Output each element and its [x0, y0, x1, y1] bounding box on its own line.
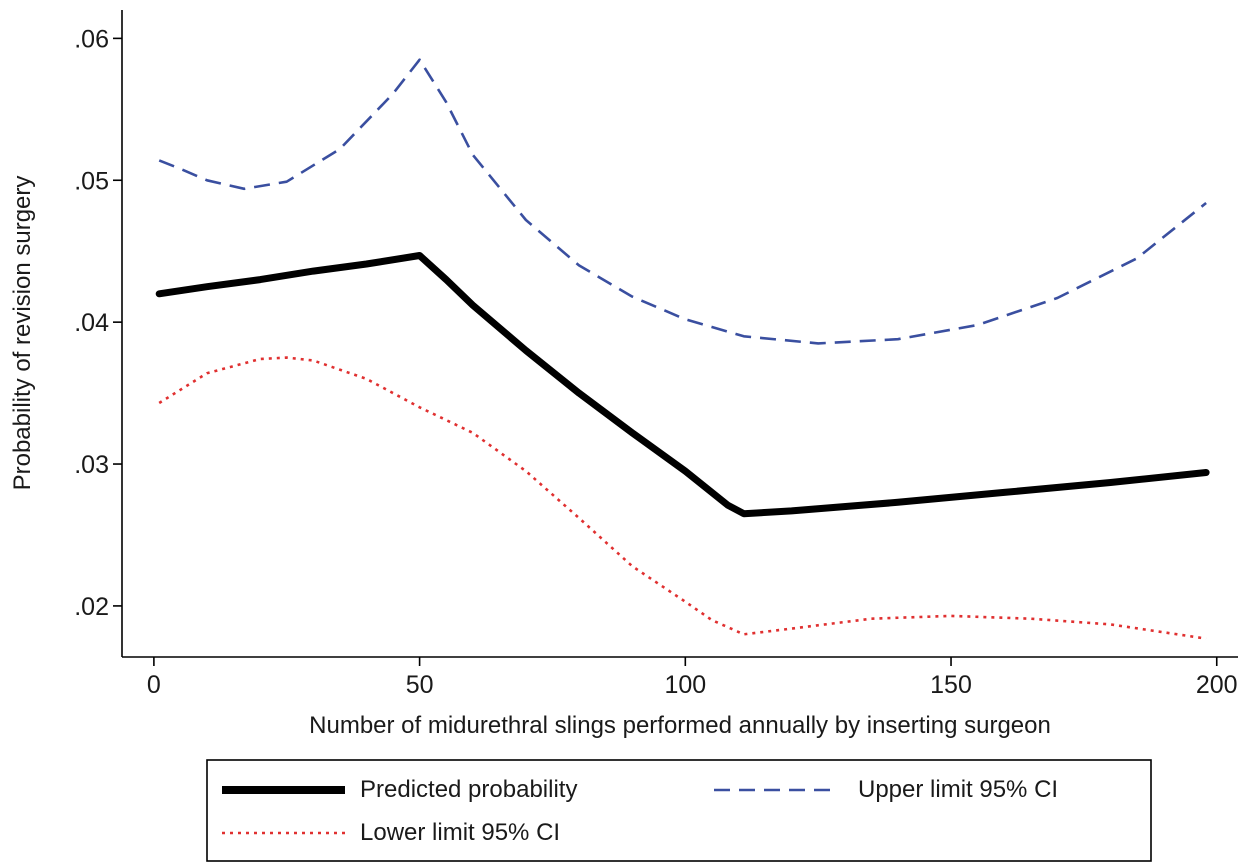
x-tick-label: 150 [930, 671, 972, 699]
legend: Predicted probability Upper limit 95% CI… [206, 759, 1152, 862]
x-tick-label: 200 [1196, 671, 1238, 699]
x-ticks: 0 50 100 150 200 [147, 657, 1238, 699]
legend-box [206, 759, 1152, 862]
legend-label-predicted: Predicted probability [360, 776, 577, 803]
x-axis-title: Number of midurethral slings performed a… [309, 712, 1051, 739]
y-tick-label: .03 [74, 451, 109, 479]
y-axis-title: Probability of revision surgery [9, 176, 36, 491]
y-ticks: .02 .03 .04 .05 .06 [74, 25, 122, 621]
y-tick-label: .06 [74, 25, 109, 53]
series-line-lower-limit-95-ci [158, 356, 1207, 640]
x-tick-label: 0 [147, 671, 161, 699]
y-tick-label: .04 [74, 309, 109, 337]
series-line-upper-limit-95-ci [158, 58, 1207, 345]
y-tick-label: .02 [74, 593, 109, 621]
series-layer [155, 58, 1210, 640]
y-tick-label: .05 [74, 167, 109, 195]
axes: .02 .03 .04 .05 .06 0 50 100 150 200 [74, 10, 1238, 699]
x-tick-label: 50 [406, 671, 434, 699]
legend-label-upper: Upper limit 95% CI [858, 776, 1058, 803]
x-tick-label: 100 [664, 671, 706, 699]
legend-label-lower: Lower limit 95% CI [360, 819, 560, 846]
series-line-predicted-probability [155, 252, 1210, 518]
